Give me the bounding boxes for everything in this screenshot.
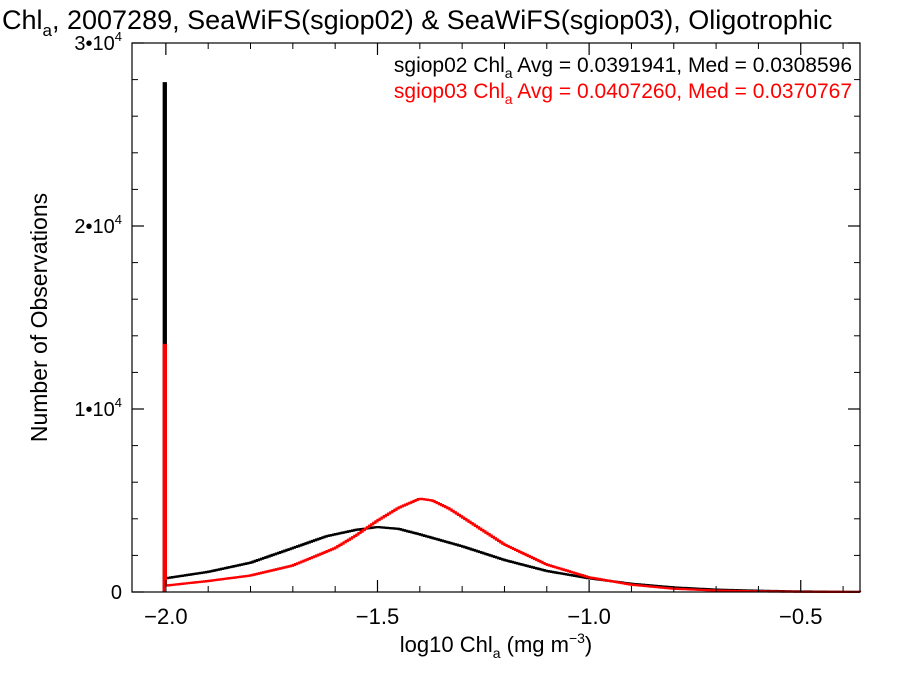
series-sgiop02-histogram [162, 82, 862, 593]
y-tick-mantissa: 2•10 [74, 216, 114, 238]
x-axis-label-units: (mg m [501, 632, 569, 657]
chart-title-rest: , 2007289, SeaWiFS(sgiop02) & SeaWiFS(sg… [52, 5, 832, 35]
x-axis-label-end: ) [585, 632, 592, 657]
x-axis-label-prefix: log10 Chl [400, 632, 493, 657]
series-sgiop03-histogram [162, 343, 862, 594]
x-axis-label-subscript: a [493, 645, 501, 661]
legend-sgiop03-stats: sgiop03 Chla Avg = 0.0407260, Med = 0.03… [394, 80, 852, 107]
x-axis-label: log10 Chla (mg m−3) [400, 630, 593, 661]
y-tick-mantissa: 1•10 [74, 399, 114, 421]
chart-title-prefix: Chl [2, 5, 43, 35]
plot-layer [162, 82, 862, 594]
y-tick-mantissa: 0 [111, 582, 122, 604]
chart-title: Chla, 2007289, SeaWiFS(sgiop02) & SeaWiF… [2, 5, 832, 40]
x-tick-label: −1.5 [356, 604, 399, 629]
legend-stats-prefix: sgiop03 Chl [394, 80, 505, 103]
x-tick-label: −1.0 [567, 604, 610, 629]
legend-stats-values: Avg = 0.0407260, Med = 0.0370767 [513, 80, 852, 103]
y-tick-label: 0 [111, 582, 122, 604]
legend-stats-subscript: a [505, 91, 513, 107]
y-tick-label: 3•104 [74, 29, 122, 55]
legend-stats-prefix: sgiop02 Chl [394, 54, 505, 77]
y-tick-exponent: 4 [115, 395, 122, 410]
x-tick-label: −2.0 [144, 604, 187, 629]
legend-stats-subscript: a [505, 65, 513, 81]
y-tick-label: 2•104 [74, 212, 122, 238]
y-tick-exponent: 4 [115, 212, 122, 227]
x-tick-label: −0.5 [779, 604, 822, 629]
legend-stats-values: Avg = 0.0391941, Med = 0.0308596 [513, 54, 852, 77]
y-tick-mantissa: 3•10 [74, 33, 114, 55]
chart-title-subscript: a [43, 21, 53, 40]
plot-frame [131, 42, 861, 593]
y-tick-label: 1•104 [74, 395, 122, 421]
y-tick-exponent: 4 [115, 29, 122, 44]
x-axis-label-superscript: −3 [569, 630, 585, 646]
legend-sgiop02-stats: sgiop02 Chla Avg = 0.0391941, Med = 0.03… [394, 54, 852, 81]
y-axis-label: Number of Observations [26, 193, 52, 442]
axes-layer [131, 42, 861, 593]
